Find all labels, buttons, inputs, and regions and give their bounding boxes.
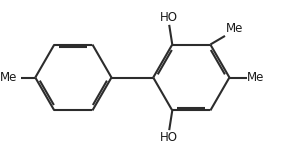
Text: HO: HO xyxy=(160,131,178,144)
Text: Me: Me xyxy=(226,22,243,35)
Text: HO: HO xyxy=(160,11,178,24)
Text: Me: Me xyxy=(247,71,265,84)
Text: Me: Me xyxy=(0,71,17,84)
